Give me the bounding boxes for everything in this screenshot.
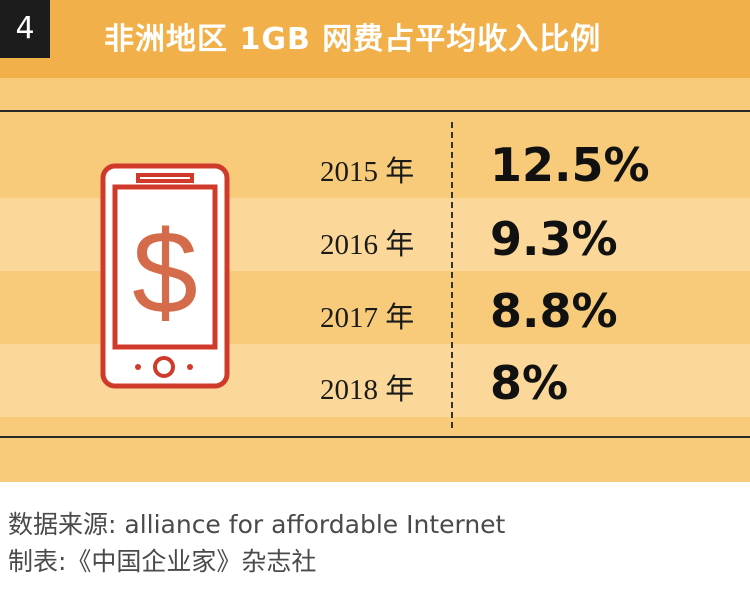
year-label: 2016 年	[320, 229, 415, 261]
dollar-sign-icon: $	[132, 207, 198, 339]
source-note: 数据来源: alliance for affordable Internet	[8, 510, 506, 539]
chart-title: 非洲地区 1GB 网费占平均收入比例	[104, 22, 602, 57]
bottom-rule	[0, 436, 750, 438]
top-rule	[0, 110, 750, 112]
chart-index-badge: 4	[0, 0, 50, 58]
smartphone-dollar-icon: $	[100, 163, 230, 389]
year-label: 2018 年	[320, 374, 415, 406]
header-banner: 4 非洲地区 1GB 网费占平均收入比例	[0, 0, 750, 78]
value-label: 12.5%	[490, 138, 650, 192]
value-label: 8.8%	[490, 284, 618, 338]
column-divider	[451, 122, 453, 428]
credit-note: 制表:《中国企业家》杂志社	[8, 547, 317, 576]
value-label: 8%	[490, 356, 569, 410]
year-label: 2017 年	[320, 302, 415, 334]
value-label: 9.3%	[490, 212, 618, 266]
year-label: 2015 年	[320, 156, 415, 188]
